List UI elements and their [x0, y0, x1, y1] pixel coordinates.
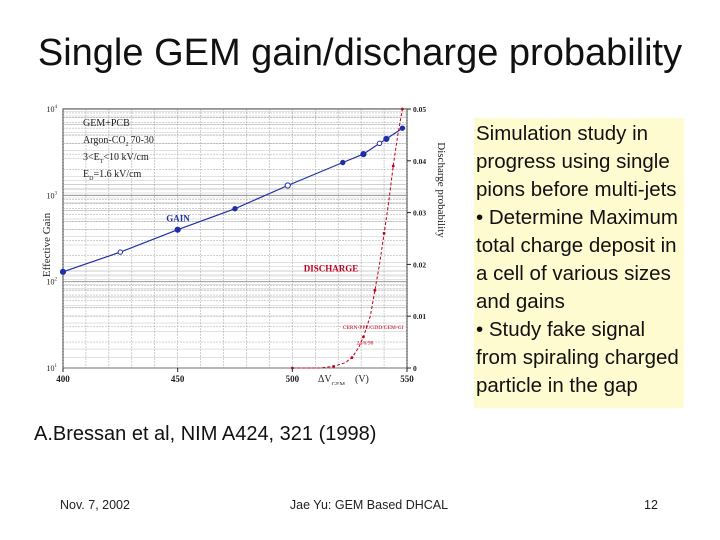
y-left-tick-label: 101: [47, 364, 58, 373]
y-right-axis-title: Discharge probability: [435, 142, 447, 238]
y-right-tick-label: 0.04: [413, 157, 426, 166]
y-left-tick-label: 102: [47, 278, 58, 287]
x-axis-title: ΔVGEM (V): [318, 374, 369, 385]
gain-data-point: [232, 206, 238, 212]
x-tick-label: 450: [171, 374, 185, 384]
footer-center: Jae Yu: GEM Based DHCAL: [289, 498, 449, 512]
discharge-data-point: [382, 231, 386, 235]
source-annotation-date: 24/6/98: [357, 341, 374, 347]
gain-data-point: [284, 182, 291, 189]
gain-data-point: [399, 125, 406, 131]
sidebar-bullet: • Study fake signal from spiraling charg…: [476, 318, 679, 397]
y-left-tick-label: 104: [47, 105, 58, 114]
page-number: 12: [644, 498, 658, 512]
sidebar-box: [474, 118, 684, 408]
gain-data-point: [383, 135, 390, 143]
discharge-series-label: DISCHARGE: [304, 263, 359, 273]
discharge-data-point: [332, 365, 336, 368]
source-annotation: CERN-PPE/GDD/GEM-GI: [343, 325, 404, 331]
sidebar-line: Simulation study in progress using singl…: [476, 122, 677, 201]
gain-series-label: GAIN: [166, 214, 190, 224]
y-right-tick-label: 0: [413, 364, 417, 373]
y-left-tick-label: 103: [47, 191, 58, 200]
y-right-tick-label: 0.05: [413, 105, 426, 114]
gain-data-point: [59, 268, 67, 275]
legend-drift-field: ED=1.6 kV/cm: [83, 169, 142, 182]
sidebar-text: Simulation study in progress using singl…: [476, 120, 686, 400]
discharge-data-point: [373, 288, 377, 292]
discharge-data-point: [391, 164, 395, 168]
gain-data-point: [117, 249, 124, 255]
footer-date: Nov. 7, 2002: [60, 498, 130, 512]
gain-data-point: [360, 151, 367, 158]
citation: A.Bressan et al, NIM A424, 321 (1998): [34, 423, 377, 445]
sidebar-bullet: • Determine Maximum total charge deposit…: [476, 206, 678, 313]
legend-gas: Argon-CO2 70-30: [83, 135, 154, 148]
discharge-fit-line: [292, 108, 403, 369]
y-left-axis-title: Effective Gain: [41, 212, 53, 277]
plot-area: [62, 108, 408, 369]
discharge-data-point: [350, 356, 354, 360]
discharge-data-point: [290, 366, 294, 370]
slide-title: Single GEM gain/discharge probability: [37, 32, 683, 74]
gain-data-point: [174, 226, 181, 233]
gain-data-point: [376, 140, 383, 147]
y-right-tick-label: 0.02: [413, 260, 426, 269]
gain-discharge-chart: 400 450 500 550 101 102 103 104 0 0.01 0.02 0.03 0.0…: [41, 105, 447, 385]
x-tick-label: 500: [286, 374, 300, 384]
discharge-data-point: [401, 107, 404, 111]
legend-setup: GEM+PCB: [83, 118, 130, 129]
gain-data-point: [340, 159, 346, 166]
legend-transfer-field: 3<ET<10 kV/cm: [83, 152, 149, 165]
x-tick-label: 400: [56, 374, 70, 384]
gain-fit-line: [62, 127, 403, 273]
y-right-tick-label: 0.01: [413, 312, 426, 321]
x-tick-label: 550: [400, 374, 414, 384]
y-right-tick-label: 0.03: [413, 209, 426, 218]
discharge-data-point: [362, 335, 365, 339]
